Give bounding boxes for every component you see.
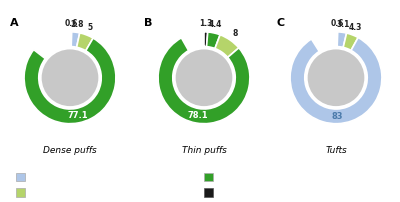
Circle shape [39,46,101,109]
Wedge shape [70,32,72,47]
Wedge shape [24,38,116,124]
Wedge shape [204,32,208,47]
Circle shape [41,48,99,107]
Text: 8: 8 [232,29,238,38]
Bar [204,173,214,181]
Text: 83: 83 [332,112,343,121]
Text: 3.1: 3.1 [337,20,350,28]
Wedge shape [158,38,250,124]
Circle shape [175,48,233,107]
Wedge shape [336,32,338,47]
Text: 2.8: 2.8 [70,20,84,28]
Text: 77.1: 77.1 [67,111,88,120]
Text: MAG R03 - clade IV (T. contortum/ T. nobis): MAG R03 - clade IV (T. contortum/ T. nob… [31,190,157,195]
Wedge shape [71,32,80,47]
Circle shape [305,46,367,109]
Text: Tufts: Tufts [325,146,347,155]
Text: 5: 5 [87,23,92,32]
Text: MAG ID - clade (hetR phylotype): MAG ID - clade (hetR phylotype) [16,167,135,173]
Bar [16,188,25,197]
Text: A: A [10,18,19,28]
Circle shape [307,48,365,107]
Text: MAG R01 - clade III (T. erythraeum): MAG R01 - clade III (T. erythraeum) [31,175,135,179]
Text: MAG R04 - clade V (T. miru-like): MAG R04 - clade V (T. miru-like) [219,190,313,195]
Text: 4.3: 4.3 [349,23,362,32]
Text: 0.6: 0.6 [330,19,344,28]
Bar [16,173,25,181]
Bar [204,188,214,197]
Wedge shape [77,33,93,51]
Wedge shape [206,32,220,48]
Wedge shape [343,33,358,50]
Text: 78.1: 78.1 [187,111,208,120]
Text: Thin puffs: Thin puffs [182,146,226,155]
Circle shape [173,46,235,109]
Text: Dense puffs: Dense puffs [43,146,97,155]
Text: B: B [144,18,153,28]
Wedge shape [290,38,382,124]
Text: 4.4: 4.4 [209,20,222,29]
Wedge shape [215,35,239,57]
Wedge shape [337,32,346,47]
Text: MAG R02 - clade I (T. thiebautii): MAG R02 - clade I (T. thiebautii) [219,175,313,179]
Text: C: C [276,18,284,28]
Text: 1.3: 1.3 [200,19,213,28]
Text: 0.6: 0.6 [64,19,78,28]
